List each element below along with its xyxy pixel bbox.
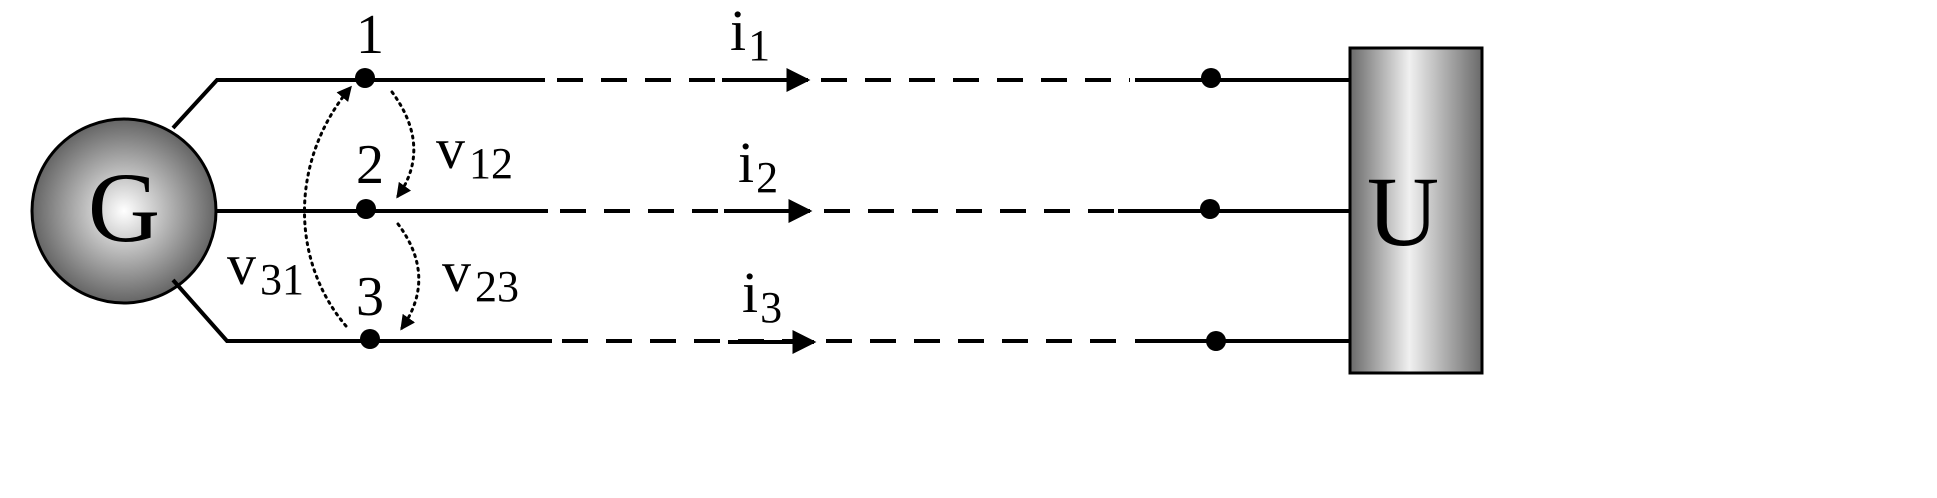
current-arrows — [722, 68, 817, 354]
load: U — [1348, 46, 1484, 375]
voltage-arcs — [303, 85, 421, 331]
lead-1 — [171, 78, 365, 130]
load-label: U — [1367, 156, 1439, 267]
current-label-i1: i1 — [730, 0, 770, 70]
current-label-i2: i2 — [738, 130, 778, 202]
node-label-2: 2 — [356, 134, 384, 196]
phase-line-1 — [355, 68, 1350, 88]
node-1-dot — [355, 68, 375, 88]
lead-3 — [171, 278, 370, 343]
load-terminal-3 — [1206, 331, 1226, 351]
node-label-3: 3 — [356, 266, 384, 328]
generator-leads — [171, 78, 370, 343]
current-label-i3: i3 — [742, 260, 782, 332]
v12-arc — [390, 90, 416, 199]
v23-arc — [396, 222, 421, 331]
load-box — [1348, 46, 1484, 375]
generator: G — [30, 117, 218, 305]
v31-arc — [303, 85, 352, 328]
voltage-label-v23: v23 — [442, 239, 519, 311]
phase-line-3 — [360, 329, 1350, 351]
load-terminal-1 — [1201, 68, 1221, 88]
generator-label: G — [88, 152, 160, 263]
load-terminal-2 — [1200, 199, 1220, 219]
voltage-label-v12: v12 — [436, 116, 513, 188]
phase-line-2 — [356, 199, 1350, 219]
node-3-dot — [360, 329, 380, 349]
voltage-label-v31: v31 — [227, 232, 304, 304]
node-label-1: 1 — [356, 4, 384, 66]
node-2-dot — [356, 199, 376, 219]
